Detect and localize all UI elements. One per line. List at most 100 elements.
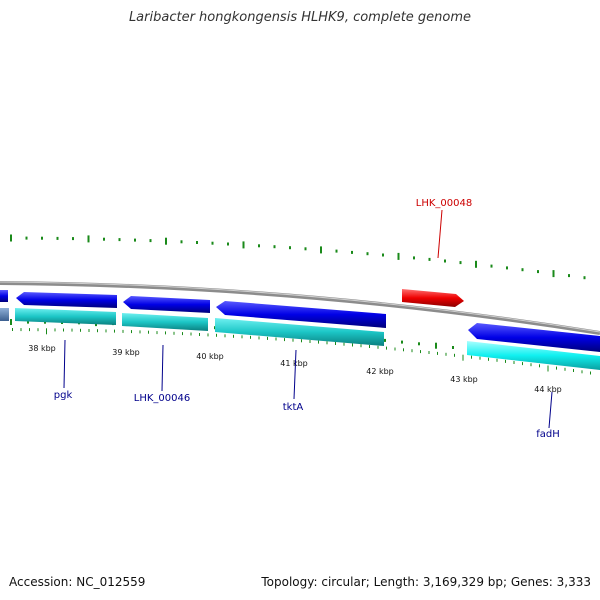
kbp-label-39: 39 kbp (112, 348, 140, 357)
gc-tick (87, 235, 90, 243)
gc-tick (366, 252, 369, 256)
scale-tick (369, 345, 370, 348)
scale-tick (513, 361, 515, 364)
scale-tick (12, 328, 13, 331)
gc-tick (165, 237, 167, 245)
gc-tick (289, 246, 291, 250)
gc-content-ticks-outer (10, 234, 586, 280)
leader-pgk (63, 339, 66, 389)
scale-tick (505, 359, 506, 363)
scale-tick (80, 328, 81, 332)
scale-tick (275, 337, 277, 341)
scale-tick (445, 352, 447, 356)
gc-tick (413, 256, 415, 260)
gene-label-lhk-00046: LHK_00046 (134, 393, 190, 404)
gc-tick (428, 257, 431, 261)
leader-lhk-00048 (437, 209, 443, 259)
gene-block-cyan-1 (15, 308, 116, 325)
gene-label-tkta: tktA (283, 402, 304, 413)
gene-arrow-pgk (16, 292, 117, 308)
gc-tick (568, 274, 570, 278)
gc-tick (552, 270, 555, 278)
scale-tick (97, 329, 98, 333)
kbp-label-38: 38 kbp (28, 344, 56, 353)
scale-tick (377, 345, 379, 349)
gene-label-pgk: pgk (54, 390, 73, 401)
scale-tick (522, 362, 523, 366)
scale-tick (37, 328, 39, 332)
scale-tick (386, 346, 387, 350)
scale-tick (29, 328, 30, 332)
scale-tick (488, 357, 489, 361)
gene-block-cyan-2 (122, 313, 208, 331)
gc-tick (459, 261, 462, 265)
gene-label-fadh: fadH (536, 429, 560, 440)
gc-tick (452, 346, 454, 349)
gc-tick (335, 249, 338, 253)
scale-ticks (12, 328, 591, 375)
scale-tick (454, 353, 455, 357)
scale-tick (539, 364, 540, 368)
leader-fadh (548, 391, 553, 429)
accession-text: Accession: NC_012559 (9, 575, 146, 589)
scale-tick (360, 344, 362, 348)
gc-tick (56, 236, 59, 240)
gc-tick (490, 264, 493, 268)
scale-tick (71, 328, 73, 332)
gene-labels: pgk LHK_00046 tktA fadH LHK_00048 (54, 198, 560, 440)
scale-tick (564, 367, 566, 371)
scale-tick (63, 328, 64, 332)
scale-tick (284, 338, 285, 342)
gc-tick (10, 319, 12, 325)
scale-tick (590, 371, 591, 375)
gc-tick (258, 244, 260, 248)
scale-tick (165, 331, 166, 335)
scale-tick (224, 334, 226, 338)
gc-tick (196, 241, 198, 244)
scale-tick (581, 370, 583, 374)
scale-tick (428, 351, 430, 354)
gc-tick (397, 252, 400, 260)
gc-tick (211, 241, 214, 245)
gc-tick (27, 320, 29, 324)
gc-tick (41, 236, 43, 240)
gene-block-cyan-4 (467, 341, 600, 370)
genome-backbone-highlight (0, 281, 600, 333)
gc-tick (320, 246, 322, 254)
gc-tick (10, 234, 12, 242)
scale-tick (199, 333, 200, 336)
scale-tick (573, 369, 574, 372)
gc-tick (227, 242, 229, 246)
gc-tick (25, 236, 28, 240)
scale-tick (335, 342, 336, 345)
scale-tick (148, 330, 149, 334)
scale-tick (105, 329, 107, 333)
gc-tick (273, 245, 276, 249)
gene-arrow-tkta (216, 301, 386, 328)
scale-tick (20, 328, 22, 332)
scale-tick (547, 365, 549, 372)
gc-tick (149, 239, 152, 243)
scale-tick (318, 340, 319, 344)
leader-lhk-00046 (161, 344, 164, 392)
reverse-genes (0, 308, 600, 370)
gc-tick (537, 270, 539, 274)
gene-arrow-pgk-left-edge (0, 290, 8, 302)
gene-arrow-fadh (468, 323, 600, 352)
scale-tick (462, 354, 464, 361)
kbp-label-41: 41 kbp (280, 359, 308, 368)
gene-arrow-lhk-00048 (402, 289, 464, 307)
scale-tick (122, 329, 124, 333)
scale-tick (216, 333, 217, 337)
scale-tick (114, 329, 115, 333)
kbp-label-40: 40 kbp (196, 352, 224, 361)
gc-tick (134, 238, 136, 242)
scale-tick (292, 338, 294, 342)
scale-tick (556, 366, 557, 370)
genome-summary-text: Topology: circular; Length: 3,169,329 bp… (261, 575, 591, 589)
kbp-labels: 38 kbp 39 kbp 40 kbp 41 kbp 42 kbp 43 kb… (28, 344, 562, 394)
gene-arrow-lhk-00046 (123, 296, 210, 313)
scale-tick (496, 358, 498, 362)
scale-tick (131, 330, 132, 334)
scale-tick (309, 340, 311, 343)
